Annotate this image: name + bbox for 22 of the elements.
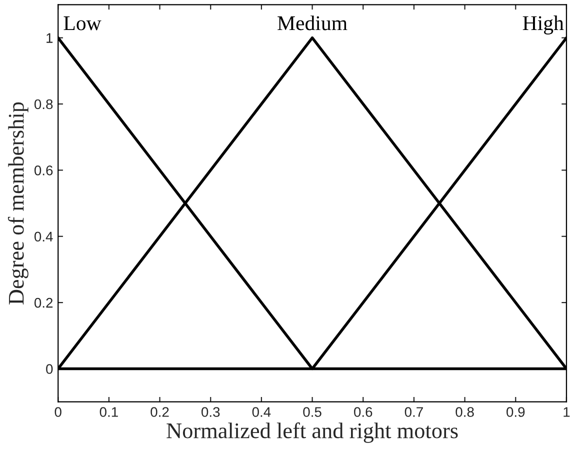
x-tick-label: 0.8 [456,407,474,417]
x-tick-label: 0.5 [303,407,322,417]
y-tick-label: 0 [46,364,53,374]
x-tick-label: 1 [564,407,570,417]
series-label: Low [64,16,102,30]
y-tick-label: 0.4 [34,232,53,242]
x-tick-label: 0.2 [150,407,169,417]
x-tick-label: 0.3 [202,407,220,417]
x-tick-label: 0.6 [354,407,372,417]
x-tick-label: 0.7 [404,407,423,417]
y-tick-label: 0.6 [34,166,53,176]
y-tick-label: 0.2 [34,298,53,308]
x-tick-label: 0.1 [100,407,118,417]
series-label: Medium [278,16,348,30]
y-tick-label: 1 [46,33,53,43]
y-tick-label: 0.8 [34,99,53,110]
x-tick-label: 0.4 [252,407,271,417]
x-tick-label: 0 [54,407,62,417]
x-axis-title: Normalized left and right motors [166,422,458,443]
x-tick-label: 0.9 [506,407,525,417]
y-axis-title: Degree of membership [8,102,28,304]
series-label: High [522,16,564,34]
